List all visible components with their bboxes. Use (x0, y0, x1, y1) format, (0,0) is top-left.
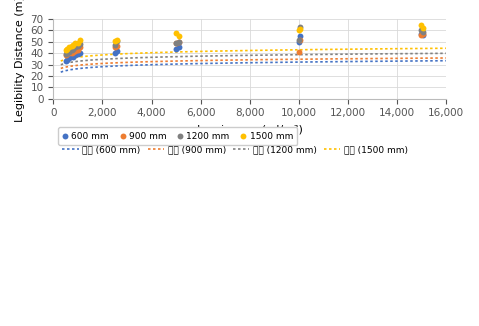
Point (74, 52, 82, 57)
Point (62, 47, 69, 52)
Point (114, 37, 121, 42)
Point (295, 28, 303, 33)
Point (68, 51, 76, 56)
Point (68, 47, 76, 52)
Point (418, 22, 425, 27)
Point (419, 25, 426, 31)
Point (111, 38, 119, 43)
Point (296, 34, 304, 39)
Point (419, 29, 426, 34)
Point (63, 51, 71, 56)
Legend: 로그 (600 mm), 로그 (900 mm), 로그 (1200 mm), 로그 (1500 mm): 로그 (600 mm), 로그 (900 mm), 로그 (1200 mm), … (58, 141, 412, 159)
Point (172, 40, 180, 46)
Point (296, 37, 304, 42)
Point (172, 40, 180, 46)
Point (418, 32, 425, 37)
Point (111, 43, 119, 48)
Point (66, 55, 73, 60)
Point (111, 45, 119, 50)
Point (72, 53, 80, 58)
Point (69, 54, 77, 59)
Point (295, 37, 303, 42)
Point (111, 51, 119, 56)
Point (172, 30, 180, 35)
Point (295, 39, 303, 44)
Point (62, 52, 69, 57)
Point (74, 40, 82, 46)
Point (69, 46, 77, 51)
Point (419, 32, 426, 37)
Point (419, 31, 426, 37)
Point (69, 43, 77, 48)
Y-axis label: Legibility Distance (m): Legibility Distance (m) (15, 0, 25, 122)
Point (72, 45, 80, 50)
Point (68, 44, 76, 49)
Point (114, 48, 121, 53)
Point (74, 44, 82, 49)
Point (296, 27, 304, 32)
X-axis label: Luminance (cd/m²): Luminance (cd/m²) (197, 124, 303, 134)
Point (72, 40, 80, 46)
Point (68, 53, 76, 58)
Point (77, 37, 84, 42)
Point (77, 45, 84, 50)
Point (175, 39, 182, 44)
Point (114, 38, 121, 43)
Point (66, 51, 73, 56)
Point (175, 39, 182, 44)
Point (77, 41, 84, 47)
Point (74, 47, 82, 52)
Point (63, 57, 71, 63)
Point (62, 53, 69, 58)
Point (66, 45, 73, 50)
Point (63, 46, 71, 51)
Point (62, 59, 69, 64)
Point (69, 50, 77, 55)
Point (296, 24, 304, 30)
Point (175, 45, 182, 50)
Point (418, 31, 425, 37)
Point (72, 48, 80, 53)
Point (295, 50, 303, 55)
Point (114, 44, 121, 49)
Point (66, 50, 73, 55)
Point (175, 34, 182, 39)
Point (418, 28, 425, 33)
Point (63, 51, 71, 56)
Point (77, 51, 84, 56)
Point (172, 46, 180, 51)
